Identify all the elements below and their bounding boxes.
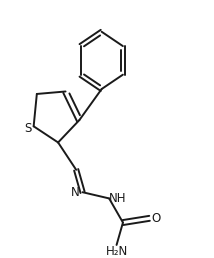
Text: S: S (24, 122, 31, 135)
Text: N: N (71, 186, 80, 199)
Text: O: O (152, 212, 161, 225)
Text: NH: NH (109, 192, 126, 205)
Text: H₂N: H₂N (106, 245, 128, 258)
